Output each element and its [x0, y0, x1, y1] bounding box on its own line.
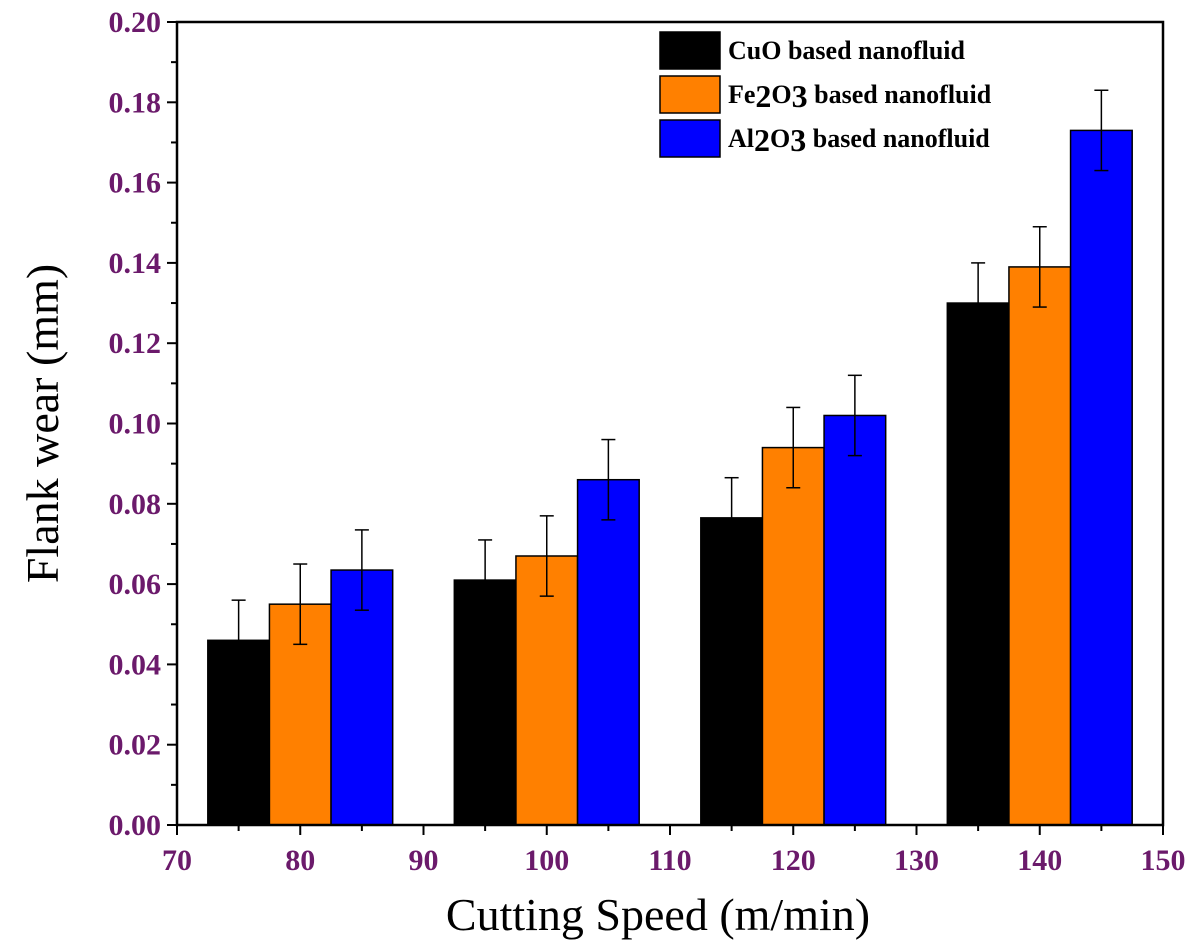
x-axis-label: Cutting Speed (m/min) — [446, 889, 870, 940]
error-bars-layer — [231, 89, 1109, 682]
error-bar-series-1-cat-100 — [478, 539, 493, 621]
x-tick-label: 100 — [524, 844, 569, 877]
legend-swatch — [659, 31, 721, 70]
legend-swatch — [659, 75, 721, 114]
bar-series-2-cat-100 — [515, 555, 579, 826]
x-tick-label: 150 — [1141, 844, 1186, 877]
legend-label: CuO based nanofluid — [728, 36, 966, 65]
legend-label: Al2O3 based nanofluid — [728, 122, 990, 158]
error-bar-series-2-cat-120 — [786, 406, 801, 489]
error-bar-series-1-cat-80 — [231, 599, 246, 682]
error-bar-series-3-cat-80 — [354, 529, 369, 611]
y-tick-label: 0.02 — [109, 729, 162, 762]
bar-series-3-cat-140 — [1069, 129, 1133, 826]
bar-series-1-cat-120 — [700, 517, 764, 826]
y-tick-label: 0.14 — [109, 247, 162, 280]
y-axis-ticks: 0.00 0.02 0.04 0.06 0.08 0.10 0.12 0.14 0.16 0.18… — [109, 6, 177, 842]
legend-entry-3: Al2O3 based nanofluid — [659, 119, 990, 158]
y-tick-label: 0.12 — [109, 327, 162, 360]
error-bar-series-2-cat-80 — [293, 563, 308, 646]
legend-label: Fe2O3 based nanofluid — [728, 78, 992, 114]
y-tick-label: 0.08 — [109, 488, 162, 521]
y-tick-label: 0.06 — [109, 568, 162, 601]
error-bar-series-3-cat-140 — [1094, 89, 1109, 172]
y-axis-label: Flank wear (mm) — [17, 264, 68, 583]
bars-layer — [207, 129, 1133, 826]
y-tick-label: 0.18 — [109, 86, 162, 119]
legend-entry-2: Fe2O3 based nanofluid — [659, 75, 992, 114]
error-bar-series-2-cat-140 — [1032, 226, 1047, 308]
bar-series-1-cat-140 — [946, 302, 1010, 826]
legend-swatch — [659, 119, 721, 158]
x-axis-ticks: 70 80 90 100 110 120 130 140 150 — [162, 825, 1186, 877]
x-tick-label: 70 — [162, 844, 192, 877]
legend: CuO based nanofluid Fe2O3 based nanofluid… — [659, 31, 992, 158]
error-bar-series-2-cat-100 — [539, 515, 554, 597]
bar-series-3-cat-120 — [823, 414, 887, 826]
bar-series-2-cat-120 — [761, 446, 825, 826]
bar-series-3-cat-100 — [576, 478, 640, 826]
x-tick-label: 120 — [771, 844, 816, 877]
error-bar-series-1-cat-140 — [971, 262, 986, 344]
x-tick-label: 80 — [285, 844, 315, 877]
error-bar-series-3-cat-100 — [601, 438, 616, 521]
y-tick-label: 0.04 — [109, 648, 162, 681]
y-tick-label: 0.20 — [109, 6, 162, 39]
y-tick-label: 0.16 — [109, 167, 162, 200]
x-tick-label: 140 — [1017, 844, 1062, 877]
bar-series-2-cat-140 — [1008, 266, 1072, 826]
legend-entry-1: CuO based nanofluid — [659, 31, 966, 70]
x-tick-label: 90 — [409, 844, 439, 877]
x-tick-label: 130 — [894, 844, 939, 877]
y-tick-label: 0.00 — [109, 809, 162, 842]
x-tick-label: 110 — [648, 844, 691, 877]
error-bar-series-1-cat-120 — [724, 476, 739, 559]
error-bar-series-3-cat-120 — [847, 374, 862, 457]
y-tick-label: 0.10 — [109, 408, 162, 441]
